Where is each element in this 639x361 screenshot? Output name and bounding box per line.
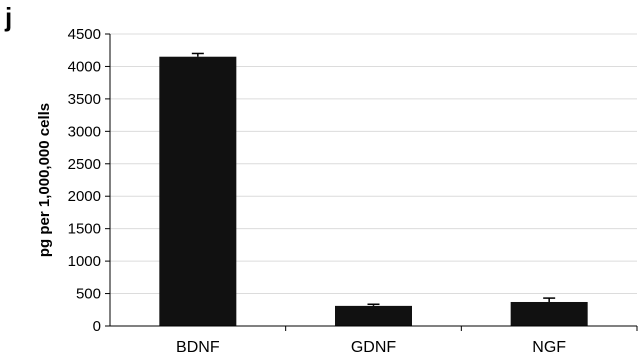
bar-bdnf [159,56,237,326]
axes: 0 500 1000 1500 2000 2500 3000 3500 4000 4500 BDNF… [68,26,638,356]
y-tick-label: 4000 [68,58,101,75]
bars [159,52,588,326]
y-tick-label: 2000 [68,188,101,205]
y-tick-label: 3500 [68,91,101,108]
y-tick-label: 4500 [68,26,101,43]
y-tick-label: 1000 [68,253,101,270]
x-tick-label-ngf: NGF [532,339,566,356]
panel-label: j [4,2,12,32]
y-axis-label: pg per 1,000,000 cells [36,103,53,257]
y-tick-label: 2500 [68,156,101,173]
bar-gdnf [335,305,412,326]
y-tick-label: 1500 [68,221,101,238]
x-tick-label-bdnf: BDNF [176,339,220,356]
bar-ngf [510,301,588,326]
y-tick-label: 3000 [68,123,101,140]
y-tick-label: 500 [76,286,101,303]
x-tick-label-gdnf: GDNF [351,339,397,356]
y-tick-label: 0 [93,318,101,335]
